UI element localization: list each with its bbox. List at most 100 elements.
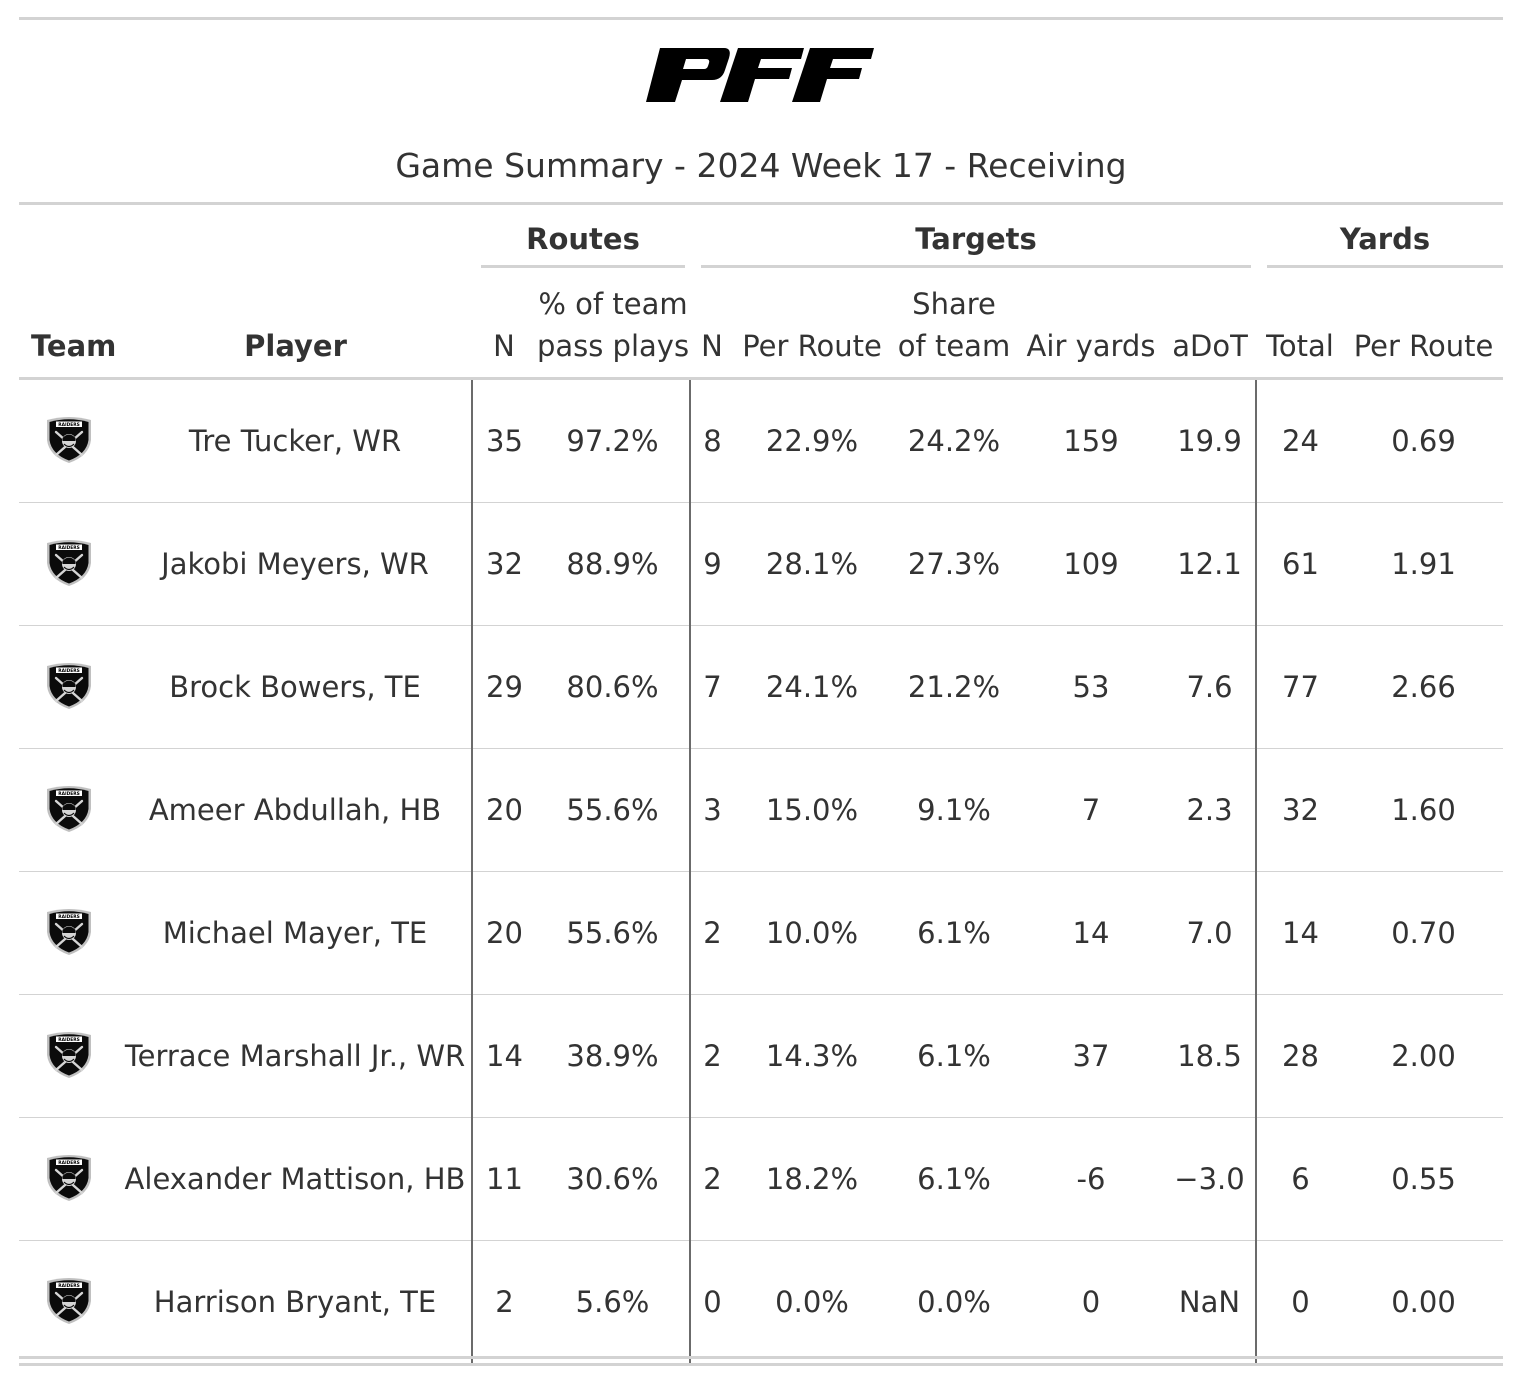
header-row: Team Player N % of team pass plays N Per … bbox=[19, 278, 1503, 378]
raiders-shield-icon: RAIDERS bbox=[47, 416, 91, 463]
table-row: RAIDERS Michael Mayer, TE 20 55.6% 2 10.0% 6.… bbox=[19, 871, 1503, 994]
spanner-yards: Yards bbox=[1267, 220, 1503, 268]
targets-n-cell: 8 bbox=[689, 378, 734, 502]
targets-n-cell: 2 bbox=[689, 871, 734, 994]
team-cell: RAIDERS bbox=[19, 1240, 119, 1364]
team-cell: RAIDERS bbox=[19, 502, 119, 625]
share-cell: 24.2% bbox=[907, 423, 1001, 458]
routes-n-cell: 29 bbox=[471, 625, 536, 748]
player-cell: Alexander Mattison, HB bbox=[124, 1161, 466, 1196]
svg-text:RAIDERS: RAIDERS bbox=[58, 791, 80, 797]
air-yards-cell: 14 bbox=[1072, 915, 1110, 950]
svg-text:RAIDERS: RAIDERS bbox=[58, 545, 80, 551]
air-yards-cell: 109 bbox=[1063, 546, 1119, 581]
routes-n-cell: 2 bbox=[471, 1240, 536, 1364]
adot-cell: 2.3 bbox=[1186, 792, 1233, 827]
col-adot[interactable]: aDoT bbox=[1172, 328, 1248, 363]
col-player[interactable]: Player bbox=[244, 328, 347, 363]
share-cell: 0.0% bbox=[917, 1284, 991, 1319]
yards-total-cell: 61 bbox=[1255, 502, 1344, 625]
yards-total-cell: 6 bbox=[1255, 1117, 1344, 1240]
routes-pct-cell: 88.9% bbox=[566, 546, 659, 581]
routes-n-cell: 32 bbox=[471, 502, 536, 625]
targets-per-route-cell: 18.2% bbox=[765, 1161, 859, 1196]
targets-per-route-cell: 0.0% bbox=[775, 1284, 849, 1319]
routes-n-cell: 20 bbox=[471, 871, 536, 994]
team-cell: RAIDERS bbox=[19, 378, 119, 502]
yards-per-route-cell: 2.66 bbox=[1391, 669, 1456, 704]
targets-n-cell: 2 bbox=[689, 994, 734, 1117]
routes-pct-cell: 97.2% bbox=[566, 423, 659, 458]
routes-pct-cell: 5.6% bbox=[575, 1284, 650, 1319]
yards-per-route-cell: 0.70 bbox=[1391, 915, 1456, 950]
col-targets-per-route[interactable]: Per Route bbox=[742, 328, 882, 363]
player-cell: Tre Tucker, WR bbox=[188, 423, 402, 458]
yards-per-route-cell: 2.00 bbox=[1391, 1038, 1456, 1073]
table-row: RAIDERS Jakobi Meyers, WR 32 88.9% 9 28.1% 27… bbox=[19, 502, 1503, 625]
col-targets-n[interactable]: N bbox=[701, 328, 723, 363]
col-yards-total[interactable]: Total bbox=[1266, 328, 1334, 363]
raiders-shield-icon: RAIDERS bbox=[47, 785, 91, 832]
routes-pct-cell: 80.6% bbox=[566, 669, 659, 704]
player-cell: Jakobi Meyers, WR bbox=[161, 546, 429, 581]
team-cell: RAIDERS bbox=[19, 994, 119, 1117]
adot-cell: 7.0 bbox=[1186, 915, 1233, 950]
raiders-shield-icon: RAIDERS bbox=[47, 1154, 91, 1201]
share-cell: 27.3% bbox=[907, 546, 1001, 581]
player-cell: Michael Mayer, TE bbox=[162, 915, 428, 950]
col-team[interactable]: Team bbox=[31, 328, 117, 363]
col-yards-per-route[interactable]: Per Route bbox=[1353, 328, 1494, 363]
targets-n-cell: 3 bbox=[689, 748, 734, 871]
bottom-rule bbox=[19, 1356, 1503, 1359]
yards-total-cell: 0 bbox=[1255, 1240, 1344, 1364]
col-share[interactable]: Share of team bbox=[897, 286, 1011, 363]
col-routes-pct[interactable]: % of team pass plays bbox=[536, 286, 690, 363]
col-routes-n[interactable]: N bbox=[493, 328, 515, 363]
routes-pct-cell: 38.9% bbox=[566, 1038, 659, 1073]
adot-cell: 19.9 bbox=[1177, 423, 1242, 458]
targets-n-cell: 0 bbox=[689, 1240, 734, 1364]
raiders-shield-icon: RAIDERS bbox=[47, 1277, 91, 1324]
share-cell: 6.1% bbox=[917, 915, 991, 950]
player-cell: Terrace Marshall Jr., WR bbox=[124, 1038, 466, 1073]
spanner-routes: Routes bbox=[481, 220, 685, 268]
targets-per-route-cell: 14.3% bbox=[765, 1038, 859, 1073]
table-title: Game Summary - 2024 Week 17 - Receiving bbox=[395, 146, 1127, 185]
yards-total-cell: 28 bbox=[1255, 994, 1344, 1117]
team-cell: RAIDERS bbox=[19, 871, 119, 994]
raiders-shield-icon: RAIDERS bbox=[47, 539, 91, 586]
svg-text:RAIDERS: RAIDERS bbox=[58, 422, 80, 428]
yards-total-cell: 24 bbox=[1255, 378, 1344, 502]
col-air-yards[interactable]: Air yards bbox=[1026, 328, 1156, 363]
svg-text:RAIDERS: RAIDERS bbox=[58, 914, 80, 920]
table-row: RAIDERS Alexander Mattison, HB 11 30.6% 2 18… bbox=[19, 1117, 1503, 1240]
share-cell: 21.2% bbox=[907, 669, 1001, 704]
share-cell: 9.1% bbox=[917, 792, 991, 827]
yards-per-route-cell: 1.60 bbox=[1391, 792, 1456, 827]
routes-pct-cell: 30.6% bbox=[566, 1161, 659, 1196]
air-yards-cell: 53 bbox=[1072, 669, 1110, 704]
adot-cell: 18.5 bbox=[1177, 1038, 1242, 1073]
targets-per-route-cell: 22.9% bbox=[765, 423, 859, 458]
table-row: RAIDERS Ameer Abdullah, HB 20 55.6% 3 15.0% 9… bbox=[19, 748, 1503, 871]
player-cell: Harrison Bryant, TE bbox=[153, 1284, 437, 1319]
team-cell: RAIDERS bbox=[19, 748, 119, 871]
targets-n-cell: 7 bbox=[689, 625, 734, 748]
svg-text:RAIDERS: RAIDERS bbox=[58, 1160, 80, 1166]
spanner-targets: Targets bbox=[701, 220, 1251, 268]
raiders-shield-icon: RAIDERS bbox=[47, 1031, 91, 1078]
routes-n-cell: 14 bbox=[471, 994, 536, 1117]
svg-text:RAIDERS: RAIDERS bbox=[58, 1283, 80, 1289]
routes-n-cell: 11 bbox=[471, 1117, 536, 1240]
team-cell: RAIDERS bbox=[19, 1117, 119, 1240]
air-yards-cell: -6 bbox=[1076, 1161, 1106, 1196]
routes-n-cell: 20 bbox=[471, 748, 536, 871]
air-yards-cell: 159 bbox=[1063, 423, 1119, 458]
routes-n-cell: 35 bbox=[471, 378, 536, 502]
yards-total-cell: 14 bbox=[1255, 871, 1344, 994]
svg-text:RAIDERS: RAIDERS bbox=[58, 1037, 80, 1043]
table-row: RAIDERS Tre Tucker, WR 35 97.2% 8 22.9% 24.2%… bbox=[19, 378, 1503, 502]
raiders-shield-icon: RAIDERS bbox=[47, 908, 91, 955]
targets-n-cell: 9 bbox=[689, 502, 734, 625]
raiders-shield-icon: RAIDERS bbox=[47, 662, 91, 709]
